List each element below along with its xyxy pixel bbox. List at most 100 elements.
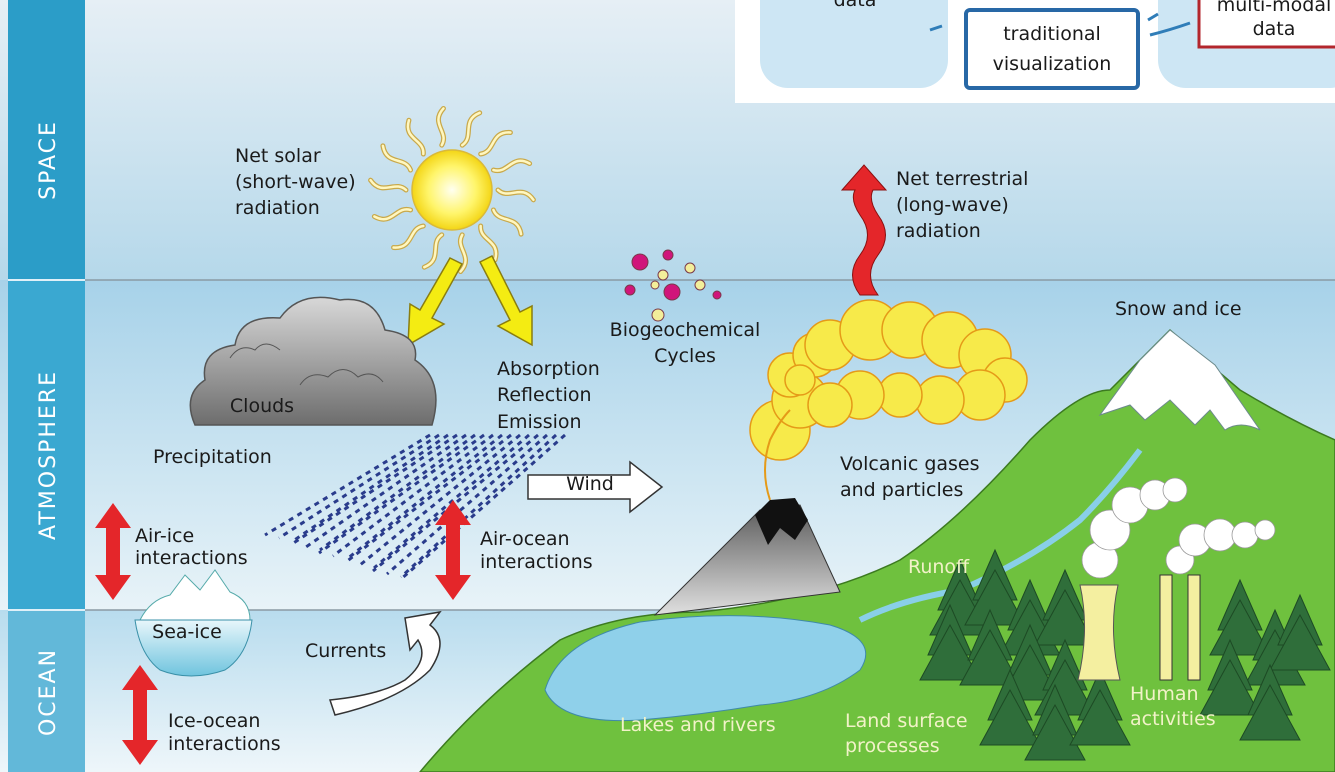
inset-label: multi-modal (1217, 0, 1332, 16)
band-label: OCEAN (36, 648, 61, 736)
inset-label: traditional (1003, 23, 1101, 45)
smoke (1254, 519, 1276, 541)
smoke (1231, 521, 1259, 549)
label: Biogeochemical (610, 319, 761, 341)
sun (411, 149, 493, 231)
label: Currents (305, 640, 386, 662)
particle (663, 283, 681, 301)
sun-ray (406, 118, 425, 156)
plume (807, 382, 853, 428)
tree (1209, 598, 1271, 656)
tree (959, 628, 1021, 686)
cloud (189, 296, 437, 426)
particle (650, 280, 660, 290)
sun-ray (460, 111, 481, 147)
particle (657, 269, 669, 281)
sun-ray (479, 131, 512, 156)
crater (755, 498, 808, 545)
rain (278, 433, 440, 540)
rain (373, 433, 530, 570)
label: Air-ice (135, 525, 194, 547)
terrestrial-arrow (840, 164, 888, 296)
sun-ray (492, 208, 523, 236)
sun-ray (479, 224, 498, 262)
cloud-detail (229, 343, 384, 386)
label: (long-wave) (896, 194, 1009, 216)
label: Volcanic gases (840, 453, 980, 475)
interaction-arrow (122, 665, 158, 765)
wind-arrow (527, 460, 664, 514)
iceberg (139, 569, 251, 621)
label: interactions (135, 547, 248, 569)
solar-arrow (407, 257, 464, 347)
label: Snow and ice (1115, 298, 1242, 320)
label: Reflection (497, 384, 592, 406)
sun-ray (423, 233, 444, 269)
sun-ray (392, 224, 425, 249)
interaction-arrow (95, 503, 131, 600)
sun-ray (492, 159, 531, 172)
sun-ray (369, 178, 408, 192)
label: activities (1130, 708, 1216, 730)
label: Cycles (654, 345, 716, 367)
iceberg-base (134, 619, 253, 677)
rain (292, 433, 449, 543)
rain (319, 433, 476, 552)
sun-ray (437, 107, 445, 147)
plume-stem (764, 409, 791, 501)
smoke (1203, 518, 1237, 552)
label: Wind (566, 473, 614, 495)
label: Lakes and rivers (620, 714, 776, 736)
tree (919, 623, 981, 681)
label: interactions (168, 733, 281, 755)
sun-ray (459, 233, 467, 273)
inset: multi-modal data data traditional visual… (735, 0, 1335, 103)
rain (399, 433, 566, 582)
sun-ray (373, 208, 412, 221)
label: Clouds (230, 395, 294, 417)
chimney (1159, 574, 1173, 681)
label: radiation (235, 197, 320, 219)
particle (662, 249, 674, 261)
label: radiation (896, 220, 981, 242)
rain (305, 433, 467, 549)
particle (651, 308, 665, 322)
inset-label: visualization (993, 53, 1112, 75)
rain (264, 433, 431, 537)
particle (624, 284, 636, 296)
river (858, 448, 1143, 623)
inset-clip: multi-modal data (1217, 0, 1332, 40)
tree (1269, 613, 1331, 671)
particle (694, 279, 706, 291)
band-strip: SPACE ATMOSPHERE OCEAN (8, 0, 85, 772)
label: Precipitation (153, 446, 272, 468)
label: interactions (480, 551, 593, 573)
band-label: SPACE (36, 120, 61, 200)
plume (915, 375, 965, 425)
label: Runoff (908, 556, 970, 578)
labels: Net solar (short-wave) radiation Net ter… (135, 145, 1242, 757)
tree (1024, 703, 1086, 761)
label: Sea-ice (152, 621, 222, 643)
rain (318, 433, 485, 555)
label: Net solar (235, 145, 321, 167)
currents-arrow (328, 610, 442, 716)
interaction-arrow (435, 500, 471, 600)
label: Net terrestrial (896, 168, 1028, 190)
band-label: ATMOSPHERE (36, 370, 61, 540)
plume (784, 364, 816, 396)
rain (291, 433, 458, 546)
particle (684, 262, 696, 274)
solar-arrow (478, 254, 533, 347)
chimney (1187, 574, 1201, 681)
label: Ice-ocean (168, 710, 260, 732)
tree (1239, 683, 1301, 741)
particle (712, 290, 722, 300)
label: Emission (497, 411, 582, 433)
label: (short-wave) (235, 171, 356, 193)
tree (1069, 688, 1131, 746)
lake (544, 615, 867, 722)
rain (346, 433, 503, 561)
sun-ray (381, 144, 412, 172)
